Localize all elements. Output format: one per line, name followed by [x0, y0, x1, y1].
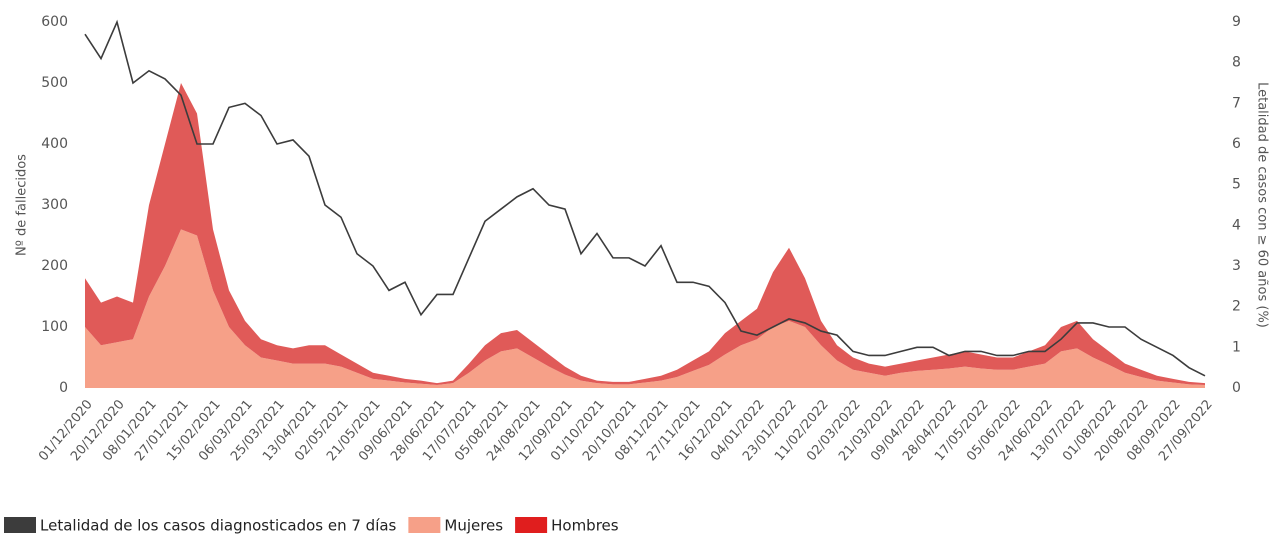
legend-label: Hombres	[551, 517, 619, 535]
y2-tick-label: 9	[1232, 14, 1241, 30]
y-tick-label: 200	[41, 258, 68, 274]
y2-tick-label: 0	[1232, 380, 1241, 396]
y2-tick-label: 4	[1232, 217, 1241, 233]
y2-tick-label: 3	[1232, 258, 1241, 274]
y-tick-label: 300	[41, 197, 68, 213]
y-tick-label: 0	[59, 380, 68, 396]
y-tick-label: 600	[41, 14, 68, 30]
y2-tick-label: 1	[1232, 339, 1241, 355]
area	[85, 229, 1205, 388]
legend-label: Letalidad de los casos diagnosticados en…	[40, 517, 397, 535]
y-tick-label: 500	[41, 75, 68, 91]
y-tick-label: 400	[41, 136, 68, 152]
legend-swatch	[408, 517, 441, 533]
area	[85, 83, 1205, 385]
line	[84, 19, 1206, 377]
y2-tick-label: 8	[1232, 55, 1241, 71]
legend-label: Mujeres	[444, 517, 503, 535]
y2-tick-label: 5	[1232, 177, 1241, 193]
y-tick-label: 100	[41, 319, 68, 335]
y-axis-title: Nº de fallecidos	[15, 154, 30, 256]
y2-tick-label: 7	[1232, 95, 1241, 111]
legend-swatch	[515, 517, 548, 533]
y2-axis-title: Letalidad de casos con ≥ 60 años (%)	[1255, 82, 1270, 328]
y2-tick-label: 2	[1232, 299, 1241, 315]
y2-tick-label: 6	[1232, 136, 1241, 152]
legend-swatch	[4, 517, 36, 533]
